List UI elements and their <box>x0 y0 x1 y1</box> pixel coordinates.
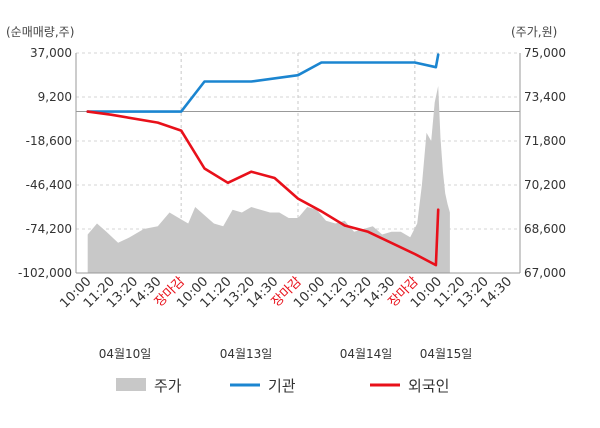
right-tick-label: 71,800 <box>524 134 566 148</box>
legend: 주가 기관 외국인 <box>116 377 449 395</box>
date-label: 04월13일 <box>220 347 273 361</box>
legend-swatch-price <box>116 378 146 391</box>
date-label: 04월10일 <box>99 347 152 361</box>
axes: (순매매량,주) (주가,원) 37,000 9,200 -18,600 -46,400 -… <box>6 25 566 361</box>
left-tick-label: -102,000 <box>18 266 72 280</box>
right-tick-label: 67,000 <box>524 266 566 280</box>
right-tick-label: 75,000 <box>524 46 566 60</box>
left-axis-unit: (순매매량,주) <box>6 25 74 39</box>
right-tick-label: 68,600 <box>524 222 566 236</box>
left-tick-label: 9,200 <box>38 90 72 104</box>
right-tick-label: 73,400 <box>524 90 566 104</box>
left-tick-label: -18,600 <box>26 134 72 148</box>
left-tick-label: 37,000 <box>30 46 72 60</box>
legend-label: 기관 <box>268 377 296 395</box>
date-label: 04월15일 <box>420 347 473 361</box>
right-axis-unit: (주가,원) <box>511 25 557 39</box>
institution-line <box>88 55 439 112</box>
left-tick-label: -74,200 <box>26 222 72 236</box>
legend-label: 외국인 <box>408 377 449 395</box>
right-tick-label: 70,200 <box>524 178 566 192</box>
left-tick-label: -46,400 <box>26 178 72 192</box>
date-label: 04월14일 <box>340 347 393 361</box>
legend-label: 주가 <box>154 377 182 395</box>
